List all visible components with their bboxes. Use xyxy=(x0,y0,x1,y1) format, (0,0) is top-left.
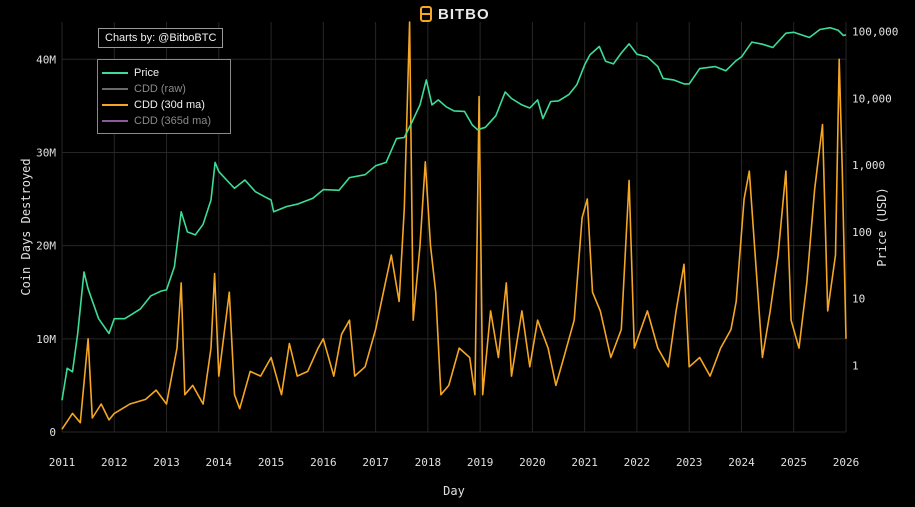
y-right-tick-label: 100,000 xyxy=(852,26,898,39)
x-tick-label: 2016 xyxy=(310,456,337,469)
x-tick-label: 2013 xyxy=(153,456,180,469)
x-tick-label: 2019 xyxy=(467,456,494,469)
x-tick-label: 2011 xyxy=(49,456,76,469)
brand: BITBO xyxy=(420,4,490,24)
y-right-tick-label: 10,000 xyxy=(852,92,892,105)
x-tick-label: 2012 xyxy=(101,456,128,469)
y-right-tick-label: 1 xyxy=(852,359,859,372)
legend-label-price: Price xyxy=(134,67,160,79)
bitbo-logo-icon xyxy=(420,6,432,22)
x-tick-label: 2020 xyxy=(519,456,546,469)
series-line-price xyxy=(61,26,847,401)
y-right-tick-label: 10 xyxy=(852,293,865,306)
y-left-tick-label: 0 xyxy=(49,426,56,439)
legend-item-cdd-raw[interactable]: CDD (raw) xyxy=(102,81,226,97)
legend-item-cdd-365d[interactable]: CDD (365d ma) xyxy=(102,113,226,129)
y-right-tick-label: 1,000 xyxy=(852,159,885,172)
x-tick-label: 2017 xyxy=(362,456,389,469)
y-right-axis-title: Price (USD) xyxy=(875,187,889,266)
legend-label-cdd-30d: CDD (30d ma) xyxy=(134,99,205,111)
y-right-tick-label: 100 xyxy=(852,226,872,239)
x-tick-label: 2025 xyxy=(780,456,807,469)
legend-swatch-cdd-365d xyxy=(102,120,128,122)
legend-label-cdd-365d: CDD (365d ma) xyxy=(134,115,212,127)
y-left-axis-title: Coin Days Destroyed xyxy=(19,158,33,295)
legend-item-cdd-30d[interactable]: CDD (30d ma) xyxy=(102,97,226,113)
x-tick-label: 2024 xyxy=(728,456,755,469)
x-tick-label: 2026 xyxy=(833,456,860,469)
legend-label-cdd-raw: CDD (raw) xyxy=(134,83,186,95)
axes-layer: 2011 2012 2013 2014 2015 2016 2017 2018 2019 2020… xyxy=(19,26,898,498)
series-layer xyxy=(61,21,847,430)
x-axis-title: Day xyxy=(443,484,465,498)
y-left-tick-label: 30M xyxy=(36,146,56,159)
legend-item-price[interactable]: Price xyxy=(102,65,226,81)
legend: Price CDD (raw) CDD (30d ma) CDD (365d m… xyxy=(97,59,231,134)
x-tick-label: 2014 xyxy=(206,456,233,469)
x-tick-label: 2022 xyxy=(624,456,651,469)
x-tick-label: 2023 xyxy=(676,456,703,469)
x-tick-label: 2015 xyxy=(258,456,285,469)
y-left-tick-label: 20M xyxy=(36,240,56,253)
y-left-tick-label: 10M xyxy=(36,333,56,346)
legend-swatch-price xyxy=(102,72,128,74)
chart-credit: Charts by: @BitboBTC xyxy=(98,28,224,48)
legend-swatch-cdd-30d xyxy=(102,104,128,106)
series-line-cdd-30d-ma xyxy=(61,21,847,430)
x-tick-label: 2018 xyxy=(415,456,442,469)
brand-name: BITBO xyxy=(438,5,490,23)
y-left-tick-label: 40M xyxy=(36,53,56,66)
legend-swatch-cdd-raw xyxy=(102,88,128,90)
x-tick-label: 2021 xyxy=(571,456,598,469)
